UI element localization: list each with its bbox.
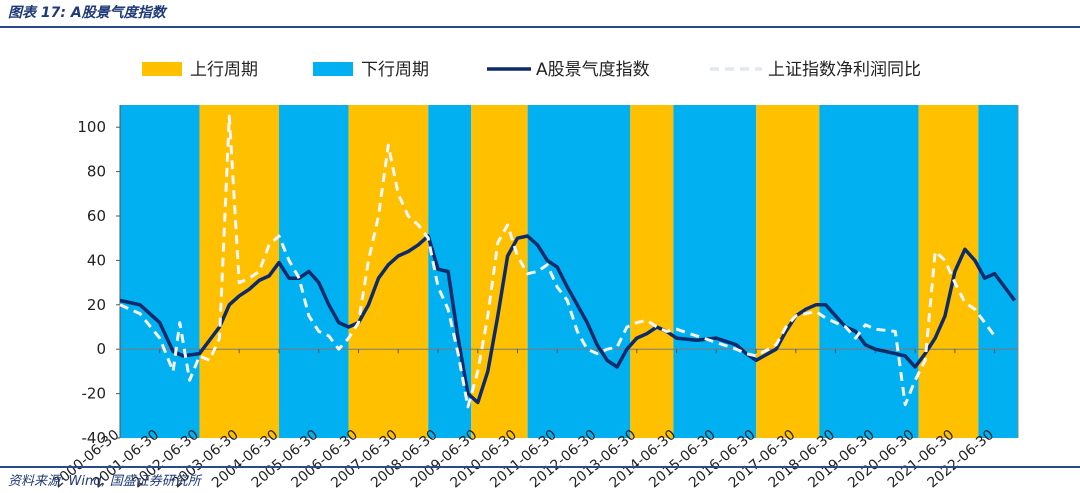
y-tick-label-3: 20 [87,296,106,314]
cycle-band-0 [120,105,200,438]
y-tick-label-4: 40 [87,251,106,269]
cycle-band-8 [673,105,757,438]
legend-swatch-0 [142,62,182,76]
y-tick-label-7: 100 [77,118,106,136]
y-tick-label-0: -40 [82,429,107,447]
cycle-band-12 [978,105,1018,438]
y-tick-label-2: 0 [96,340,106,358]
cycle-band-10 [819,105,919,438]
cycle-band-3 [348,105,429,438]
y-tick-label-6: 80 [87,163,106,181]
series-lines [119,114,1017,409]
legend-swatch-1 [313,62,353,76]
chart-axes: -40-200204060801002000-06-302001-06-3020… [50,105,1019,491]
series-sentiment-index-line [119,234,1017,405]
y-tick-label-5: 60 [87,207,106,225]
cycle-bands [120,105,1018,438]
y-tick-label-1: -20 [82,385,107,403]
cycle-band-6 [527,105,631,438]
figure-title: 图表 17: A股景气度指数 [8,5,166,21]
legend-label-2: A股景气度指数 [536,60,650,80]
bottom-rule [0,466,1080,468]
legend-label-3: 上证指数净利润同比 [768,60,921,80]
series-net-profit-yoy-line [119,114,996,409]
legend-label-1: 下行周期 [361,60,429,80]
legend: 上行周期 下行周期 A股景气度指数 上证指数净利润同比 [142,60,921,80]
cycle-band-9 [756,105,820,438]
cycle-band-2 [279,105,349,438]
source-note: 资料来源: Wind, 国盛证券研究所 [8,474,201,489]
cycle-band-7 [630,105,674,438]
top-rule [0,26,1080,28]
cycle-band-5 [471,105,528,438]
legend-label-0: 上行周期 [190,60,258,80]
